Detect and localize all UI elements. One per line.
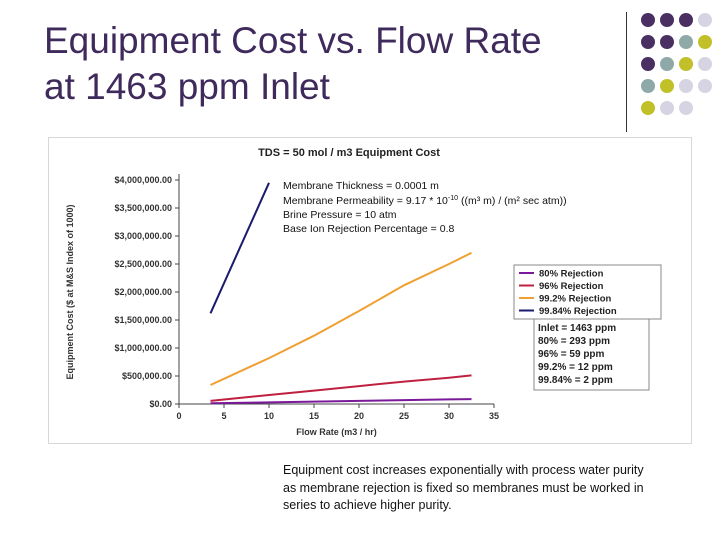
slide-title: Equipment Cost vs. Flow Rate at 1463 ppm… xyxy=(44,18,624,110)
info-box-frame xyxy=(533,318,650,391)
caption-line: Equipment cost increases exponentially w… xyxy=(283,463,644,477)
y-axis-title: Equipment Cost ($ at M&S Index of 1000) xyxy=(65,204,75,379)
ppm-info-box: Inlet = 1463 ppm 80% = 293 ppm 96% = 59 pp… xyxy=(533,318,650,391)
y-tick-label: $0.00 xyxy=(149,399,172,409)
decorative-dot xyxy=(641,79,655,93)
annotation-permeability-base: Membrane Permeability = 9.17 * 10 xyxy=(283,195,448,207)
info-box-line: 99.84% = 2 ppm xyxy=(538,375,613,386)
decorative-dot xyxy=(698,13,712,27)
annotation-rejection-percentage: Base Ion Rejection Percentage = 0.8 xyxy=(283,223,454,235)
decorative-dot xyxy=(679,57,693,71)
series-layer xyxy=(209,182,472,405)
legend-box xyxy=(513,264,662,320)
annotation-brine-pressure: Brine Pressure = 10 atm xyxy=(283,209,397,221)
slide-title-line2: at 1463 ppm Inlet xyxy=(44,66,330,107)
decorative-dot xyxy=(698,57,712,71)
decorative-dot xyxy=(660,13,674,27)
chart-title: TDS = 50 mol / m3 Equipment Cost xyxy=(258,147,440,159)
legend-label: 80% Rejection xyxy=(539,269,604,280)
x-axis-title: Flow Rate (m3 / hr) xyxy=(296,427,377,437)
series-line-3 xyxy=(210,251,472,386)
decorative-dot xyxy=(641,35,655,49)
chart-frame: TDS = 50 mol / m3 Equipment Cost Membran… xyxy=(48,137,692,444)
slide-title-line1: Equipment Cost vs. Flow Rate xyxy=(44,20,542,61)
annotation-permeability: Membrane Permeability = 9.17 * 10-10 ((m³… xyxy=(283,195,567,207)
x-tick-label: 30 xyxy=(444,411,454,421)
y-tick-label: $1,500,000.00 xyxy=(114,315,172,325)
decorative-dot xyxy=(641,101,655,115)
equipment-cost-chart: TDS = 50 mol / m3 Equipment Cost Membran… xyxy=(49,138,691,443)
y-tick-label: $4,000,000.00 xyxy=(114,175,172,185)
x-tick-label: 20 xyxy=(354,411,364,421)
x-tick-label: 0 xyxy=(176,411,181,421)
decorative-dot xyxy=(679,79,693,93)
x-tick-label: 5 xyxy=(221,411,226,421)
caption-line: series to achieve higher purity. xyxy=(283,498,452,512)
slide-caption: Equipment cost increases exponentially w… xyxy=(283,462,703,515)
info-box-line: 96% = 59 ppm xyxy=(538,349,605,360)
y-tick-label: $3,500,000.00 xyxy=(114,203,172,213)
decorative-dot xyxy=(679,35,693,49)
x-tick-label: 35 xyxy=(489,411,499,421)
decorative-dot xyxy=(641,57,655,71)
y-tick-label: $1,000,000.00 xyxy=(114,343,172,353)
series-line-2 xyxy=(210,374,472,402)
annotation-permeability-units: ((m³ m) / (m² sec atm)) xyxy=(461,195,567,207)
legend-label: 99.2% Rejection xyxy=(539,294,612,305)
chart-axes: $0.00 $500,000.00 $1,000,000.00 $1,500,000.… xyxy=(65,174,499,437)
decorative-dot xyxy=(660,57,674,71)
info-box-line: 99.2% = 12 ppm xyxy=(538,362,613,373)
decorative-dot xyxy=(679,13,693,27)
series-line-1 xyxy=(210,398,472,405)
legend-label: 96% Rejection xyxy=(539,281,604,292)
x-tick-label: 25 xyxy=(399,411,409,421)
x-tick-label: 15 xyxy=(309,411,319,421)
annotation-permeability-exponent: -10 xyxy=(448,195,458,202)
decorative-dot xyxy=(660,101,674,115)
series-line-4 xyxy=(209,182,270,314)
decorative-dot xyxy=(698,79,712,93)
decorative-dot xyxy=(641,13,655,27)
info-box-line: Inlet = 1463 ppm xyxy=(538,323,616,334)
decorative-dot-grid xyxy=(641,13,712,115)
decorative-dot xyxy=(679,101,693,115)
annotation-block: Membrane Thickness = 0.0001 m Membrane P… xyxy=(283,180,567,235)
decorative-dot xyxy=(660,35,674,49)
x-tick-label: 10 xyxy=(264,411,274,421)
decorative-dot xyxy=(698,35,712,49)
decorative-dot xyxy=(660,79,674,93)
annotation-thickness: Membrane Thickness = 0.0001 m xyxy=(283,180,439,192)
info-box-line: 80% = 293 ppm xyxy=(538,336,610,347)
title-divider-line xyxy=(626,12,627,132)
y-tick-label: $2,500,000.00 xyxy=(114,259,172,269)
caption-line: as membrane rejection is fixed so membra… xyxy=(283,480,644,495)
y-tick-label: $500,000.00 xyxy=(122,371,172,381)
y-tick-label: $3,000,000.00 xyxy=(114,231,172,241)
legend-label: 99.84% Rejection xyxy=(539,306,617,317)
y-tick-label: $2,000,000.00 xyxy=(114,287,172,297)
